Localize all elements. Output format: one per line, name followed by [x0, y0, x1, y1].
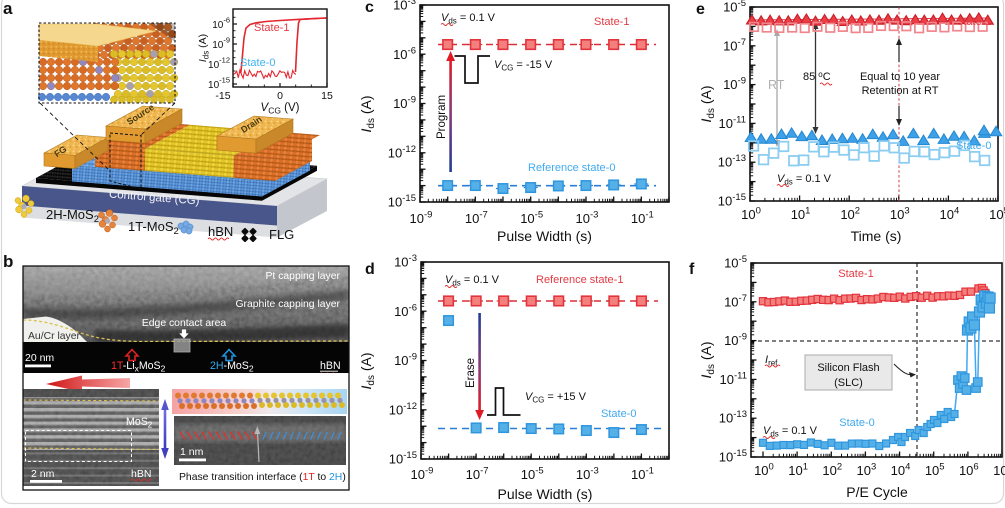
svg-text:Reference state-1: Reference state-1	[536, 274, 623, 286]
svg-text:(SLC): (SLC)	[834, 377, 863, 389]
svg-text:Silicon Flash: Silicon Flash	[817, 362, 879, 374]
svg-text:-15: -15	[215, 90, 230, 102]
svg-text:hBN: hBN	[208, 224, 233, 239]
svg-text:hBN: hBN	[131, 468, 151, 480]
svg-text:Vds = 0.1 V: Vds = 0.1 V	[777, 173, 832, 187]
svg-text:1 nm: 1 nm	[180, 446, 204, 458]
svg-text:107: 107	[993, 462, 1005, 479]
svg-text:15: 15	[321, 90, 333, 102]
svg-text:Program: Program	[436, 95, 448, 139]
svg-text:2H-MoS2: 2H-MoS2	[210, 360, 254, 374]
svg-text:f: f	[689, 261, 695, 278]
svg-text:Vds = 0.1 V: Vds = 0.1 V	[763, 425, 818, 439]
svg-text:85 oC: 85 oC	[803, 70, 831, 83]
svg-text:Phase transition interface (1T: Phase transition interface (1T to 2H)	[179, 472, 346, 483]
svg-text:VCG = -15 V: VCG = -15 V	[494, 59, 553, 73]
svg-text:State-0: State-0	[839, 417, 874, 429]
svg-text:e: e	[696, 1, 705, 18]
svg-text:VCG (V): VCG (V)	[261, 102, 300, 116]
svg-text:State-1: State-1	[254, 22, 289, 34]
svg-text:Graphite capping layer: Graphite capping layer	[235, 299, 340, 310]
svg-text:Ids (A): Ids (A)	[358, 95, 377, 132]
svg-text:Edge contact area: Edge contact area	[142, 318, 227, 329]
svg-text:State-0: State-0	[956, 140, 991, 152]
svg-text:Erase: Erase	[465, 358, 477, 388]
svg-text:b: b	[3, 252, 13, 271]
svg-text:Au/Cr layer: Au/Cr layer	[28, 331, 81, 342]
svg-text:State-1: State-1	[956, 16, 991, 28]
svg-text:Pulse Width (s): Pulse Width (s)	[497, 228, 592, 244]
svg-text:105: 105	[989, 206, 1005, 223]
svg-text:Ids (A): Ids (A)	[197, 34, 211, 62]
svg-text:State-0: State-0	[601, 408, 636, 420]
svg-text:MoS2: MoS2	[126, 416, 153, 430]
svg-text:Pt capping layer: Pt capping layer	[265, 271, 340, 282]
svg-text:c: c	[365, 0, 374, 16]
svg-text:2H-MoS2: 2H-MoS2	[46, 207, 99, 225]
svg-text:Pulse Width (s): Pulse Width (s)	[498, 486, 593, 502]
svg-text:hBN: hBN	[320, 360, 341, 372]
svg-text:Vds = 0.1 V: Vds = 0.1 V	[441, 12, 496, 26]
svg-text:Ids (A): Ids (A)	[698, 85, 717, 122]
svg-text:20 nm: 20 nm	[25, 352, 54, 364]
svg-text:State-0: State-0	[240, 57, 275, 69]
svg-text:Iref: Iref	[765, 354, 778, 368]
svg-text:Reference state-0: Reference state-0	[528, 162, 615, 174]
svg-text:2 nm: 2 nm	[31, 468, 55, 480]
svg-text:1T-MoS2: 1T-MoS2	[128, 219, 179, 237]
svg-text:Ids (A): Ids (A)	[698, 341, 717, 378]
svg-text:Time (s): Time (s)	[851, 228, 902, 244]
svg-text:VCG = +15 V: VCG = +15 V	[525, 391, 587, 405]
svg-text:State-1: State-1	[838, 268, 873, 280]
svg-text:0: 0	[277, 90, 283, 102]
svg-text:d: d	[365, 261, 375, 278]
svg-text:1T-LixMoS2: 1T-LixMoS2	[111, 360, 166, 374]
svg-text:P/E Cycle: P/E Cycle	[846, 484, 908, 500]
svg-text:Equal to 10 year: Equal to 10 year	[860, 71, 940, 83]
svg-text:FLG: FLG	[269, 227, 294, 242]
svg-text:Vds = 0.1 V: Vds = 0.1 V	[445, 274, 500, 288]
svg-text:RT: RT	[768, 78, 785, 92]
svg-text:State-1: State-1	[594, 16, 629, 28]
svg-text:Ids (A): Ids (A)	[358, 352, 377, 389]
svg-text:Retention at RT: Retention at RT	[862, 85, 939, 97]
svg-text:a: a	[3, 0, 13, 18]
